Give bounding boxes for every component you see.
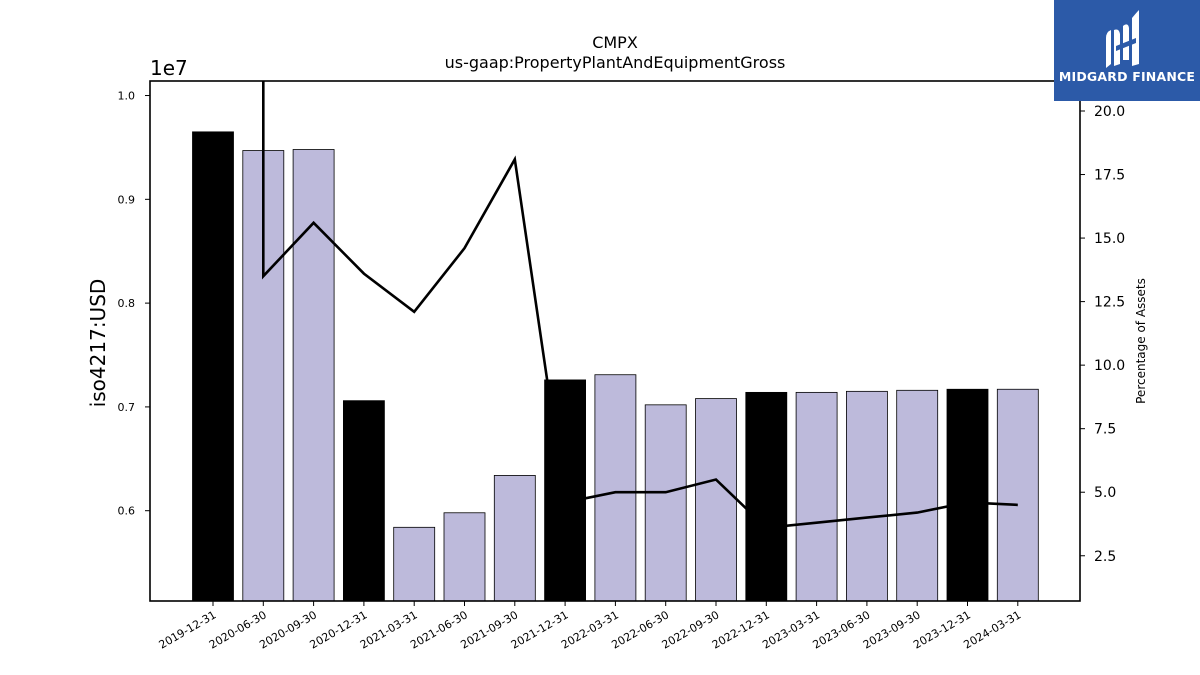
bar bbox=[644, 404, 687, 602]
chart-subtitle: us-gaap:PropertyPlantAndEquipmentGross bbox=[445, 53, 786, 72]
y2-tick-label: 5.0 bbox=[1094, 485, 1116, 501]
bar bbox=[745, 391, 788, 602]
logo-text: MIDGARD FINANCE bbox=[1058, 69, 1196, 84]
y2-tick-label: 7.5 bbox=[1094, 422, 1116, 438]
bar bbox=[342, 400, 385, 602]
y-tick-label: 0.7 bbox=[118, 401, 136, 414]
bar bbox=[846, 390, 888, 602]
midgard-finance-logo: MIDGARD FINANCE bbox=[1054, 0, 1200, 101]
bar bbox=[292, 149, 335, 602]
y-tick-label: 1.0 bbox=[118, 90, 136, 103]
plot-frame bbox=[149, 80, 1081, 602]
bar bbox=[946, 388, 989, 602]
y-tick-label: 0.8 bbox=[118, 297, 136, 310]
y2-tick-label: 20.0 bbox=[1094, 104, 1125, 120]
y2-tick-label: 10.0 bbox=[1094, 358, 1125, 374]
bar bbox=[594, 374, 637, 602]
y2-tick-label: 12.5 bbox=[1094, 295, 1125, 311]
line-series bbox=[261, 81, 1018, 530]
x-tick-label: 2024-03-31 bbox=[961, 608, 1023, 651]
y-tick-label: 0.6 bbox=[118, 505, 136, 518]
bar bbox=[393, 526, 436, 602]
y-scale-label: 1e7 bbox=[150, 56, 188, 80]
bar bbox=[795, 391, 838, 602]
y-tick-label: 0.9 bbox=[118, 193, 136, 206]
y2-tick-label: 15.0 bbox=[1094, 231, 1125, 247]
y-axis-label: iso4217:USD bbox=[86, 279, 110, 408]
midgard-logo-icon bbox=[1106, 10, 1139, 68]
y2-tick-label: 17.5 bbox=[1094, 168, 1125, 184]
bar bbox=[996, 388, 1039, 602]
bar bbox=[192, 131, 234, 602]
bar bbox=[493, 475, 536, 602]
y2-axis-label: Percentage of Assets bbox=[1134, 278, 1148, 404]
chart-title: CMPX bbox=[592, 33, 638, 52]
bar bbox=[443, 512, 486, 602]
bar bbox=[896, 389, 939, 602]
y2-tick-label: 2.5 bbox=[1094, 549, 1116, 565]
bar bbox=[695, 398, 737, 602]
